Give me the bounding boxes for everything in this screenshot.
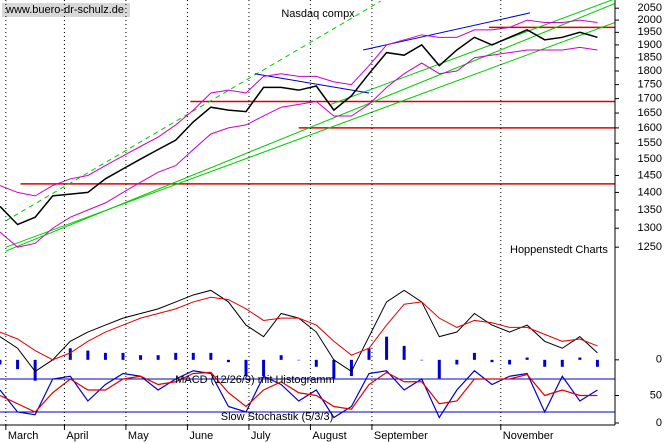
y-tick-label: 1650	[638, 107, 662, 119]
y-tick-label: 1750	[638, 79, 662, 91]
stochastic-line	[0, 371, 598, 413]
y-tick-label: 2050	[638, 2, 662, 14]
histogram-bar	[174, 352, 178, 360]
price-line	[0, 29, 598, 226]
y-tick-label: 50	[650, 389, 662, 401]
y-tick-label: 2000	[638, 14, 662, 26]
histogram-bar	[349, 359, 353, 377]
macd-label: MACD (12/26/9) mit Histogramm	[175, 374, 335, 386]
histogram-bar	[33, 359, 37, 381]
histogram-bar	[455, 359, 459, 365]
trend-line	[5, 22, 615, 248]
x-tick-label: April	[66, 430, 88, 442]
trend-line	[5, 0, 381, 222]
trend-line	[254, 73, 370, 94]
x-tick-label: March	[8, 430, 39, 442]
histogram-bar	[121, 352, 125, 360]
histogram-bar	[332, 359, 336, 379]
histogram-bar	[244, 359, 248, 377]
histogram-bar	[103, 352, 107, 360]
y-tick-label: 1950	[638, 26, 662, 38]
histogram-bar	[490, 359, 494, 363]
watermark-box	[2, 3, 130, 17]
y-tick-label: 1700	[638, 93, 662, 105]
histogram-bar	[420, 359, 424, 361]
y-tick-label: 1450	[638, 169, 662, 181]
x-tick-label: November	[503, 430, 554, 442]
y-tick-label: 0	[656, 417, 662, 429]
y-tick-label: 1300	[638, 222, 662, 234]
x-tick-label: September	[374, 430, 428, 442]
y-tick-label: 1800	[638, 65, 662, 77]
histogram-bar	[437, 359, 441, 379]
stochastic-label: Slow Stochastik (5/3/3)	[221, 411, 334, 423]
y-tick-label: 1850	[638, 52, 662, 64]
macd-line	[0, 296, 598, 361]
y-tick-label: 1550	[638, 137, 662, 149]
histogram-bar	[595, 359, 599, 367]
watermark: www.buero-dr-schulz.de	[5, 4, 124, 16]
y-tick-label: 1400	[638, 186, 662, 198]
histogram-bar	[68, 348, 72, 360]
histogram-bar	[16, 359, 20, 370]
y-tick-label: 1350	[638, 204, 662, 216]
x-tick-label: July	[251, 430, 271, 442]
histogram-bar	[0, 359, 2, 365]
histogram-bar	[209, 352, 213, 360]
y-tick-label: 1600	[638, 122, 662, 134]
histogram-bar	[560, 359, 564, 367]
y-tick-label: 0	[656, 354, 662, 366]
histogram-bar	[139, 355, 143, 360]
source: Hoppenstedt Charts	[510, 244, 608, 256]
histogram-bar	[472, 352, 476, 360]
x-tick-label: May	[128, 430, 149, 442]
histogram-bar	[279, 355, 283, 360]
histogram-bar	[156, 355, 160, 360]
x-tick-label: August	[312, 430, 346, 442]
y-tick-label: 1250	[638, 241, 662, 253]
x-tick-label: June	[189, 430, 213, 442]
histogram-bar	[578, 357, 582, 360]
price-line	[0, 46, 598, 248]
histogram-bar	[508, 359, 512, 365]
histogram-bar	[191, 352, 195, 360]
histogram-bar	[385, 336, 389, 360]
histogram-bar	[297, 359, 301, 361]
histogram-bar	[226, 359, 230, 363]
plot-area	[0, 0, 615, 419]
histogram-bar	[86, 350, 90, 360]
histogram-bar	[543, 359, 547, 367]
y-tick-label: 1900	[638, 39, 662, 51]
y-tick-label: 1500	[638, 153, 662, 165]
chart-title: Nasdaq compx	[281, 8, 355, 20]
trend-line	[330, 0, 614, 105]
histogram-bar	[525, 357, 529, 360]
histogram-bar	[314, 359, 318, 367]
price-line	[0, 19, 598, 197]
histogram-bar	[402, 345, 406, 360]
histogram-bar	[262, 359, 266, 377]
histogram-bar	[367, 348, 371, 360]
